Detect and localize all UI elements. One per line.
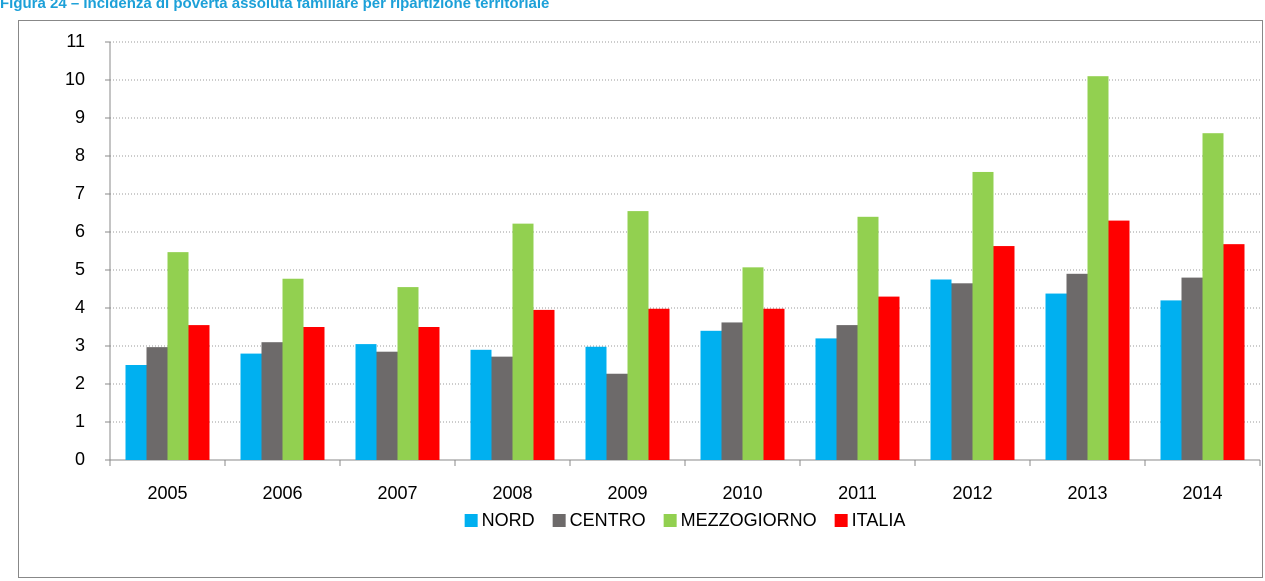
bar [240,353,262,460]
legend-swatch [834,514,848,527]
y-tick-label: 3 [75,335,85,355]
y-tick-label: 9 [75,107,85,127]
y-tick-label: 2 [75,373,85,393]
bar [470,349,492,460]
bar [878,296,900,460]
bar [376,351,398,460]
bar [993,246,1015,460]
bar [125,365,147,460]
bar [585,346,607,460]
bar [857,216,879,460]
bar [1108,220,1130,460]
bar [627,211,649,460]
bar [188,325,210,460]
legend-swatch [464,514,478,527]
bar [303,327,325,460]
bar [648,308,670,460]
y-tick-label: 7 [75,183,85,203]
legend-label: MEZZOGIORNO [681,510,817,530]
x-tick-label: 2013 [1067,483,1107,503]
x-tick-label: 2007 [377,483,417,503]
y-tick-label: 1 [75,411,85,431]
x-tick-label: 2010 [722,483,762,503]
bar [397,287,419,460]
bar [700,330,722,460]
bar [261,342,283,460]
x-tick-label: 2011 [838,483,877,503]
x-tick-label: 2005 [147,483,187,503]
y-tick-label: 10 [65,69,85,89]
legend-label: NORD [482,510,535,530]
x-tick-label: 2014 [1182,483,1222,503]
y-tick-label: 6 [75,221,85,241]
bar [355,344,377,460]
bar [815,338,837,460]
y-tick-label: 0 [75,449,85,469]
bar [1087,76,1109,460]
chart-title: Figura 24 – Incidenza di povertà assolut… [0,0,549,12]
y-tick-label: 8 [75,145,85,165]
bar [1160,300,1182,460]
bar [282,278,304,460]
legend-label: CENTRO [570,510,646,530]
bar [1181,277,1203,460]
y-tick-label: 5 [75,259,85,279]
bar [930,279,952,460]
bar [1223,244,1245,460]
legend-label: ITALIA [852,510,906,530]
bar [763,308,785,460]
legend-swatch [552,514,566,527]
bar [512,223,534,460]
bar [533,309,555,460]
x-tick-label: 2006 [262,483,302,503]
bar [491,356,513,460]
bar [1202,133,1224,460]
bar [1045,293,1067,460]
y-tick-label: 11 [66,31,85,51]
bar [418,327,440,460]
x-tick-label: 2012 [952,483,992,503]
y-tick-label: 4 [75,297,85,317]
bar [721,322,743,460]
bar [1066,273,1088,460]
bar [742,267,764,460]
bar [167,252,189,460]
bar [951,283,973,460]
x-tick-label: 2008 [492,483,532,503]
bar [836,325,858,460]
legend-swatch [663,514,677,527]
bar [972,171,994,460]
bar [146,347,168,460]
bar [606,373,628,460]
x-tick-label: 2009 [607,483,647,503]
